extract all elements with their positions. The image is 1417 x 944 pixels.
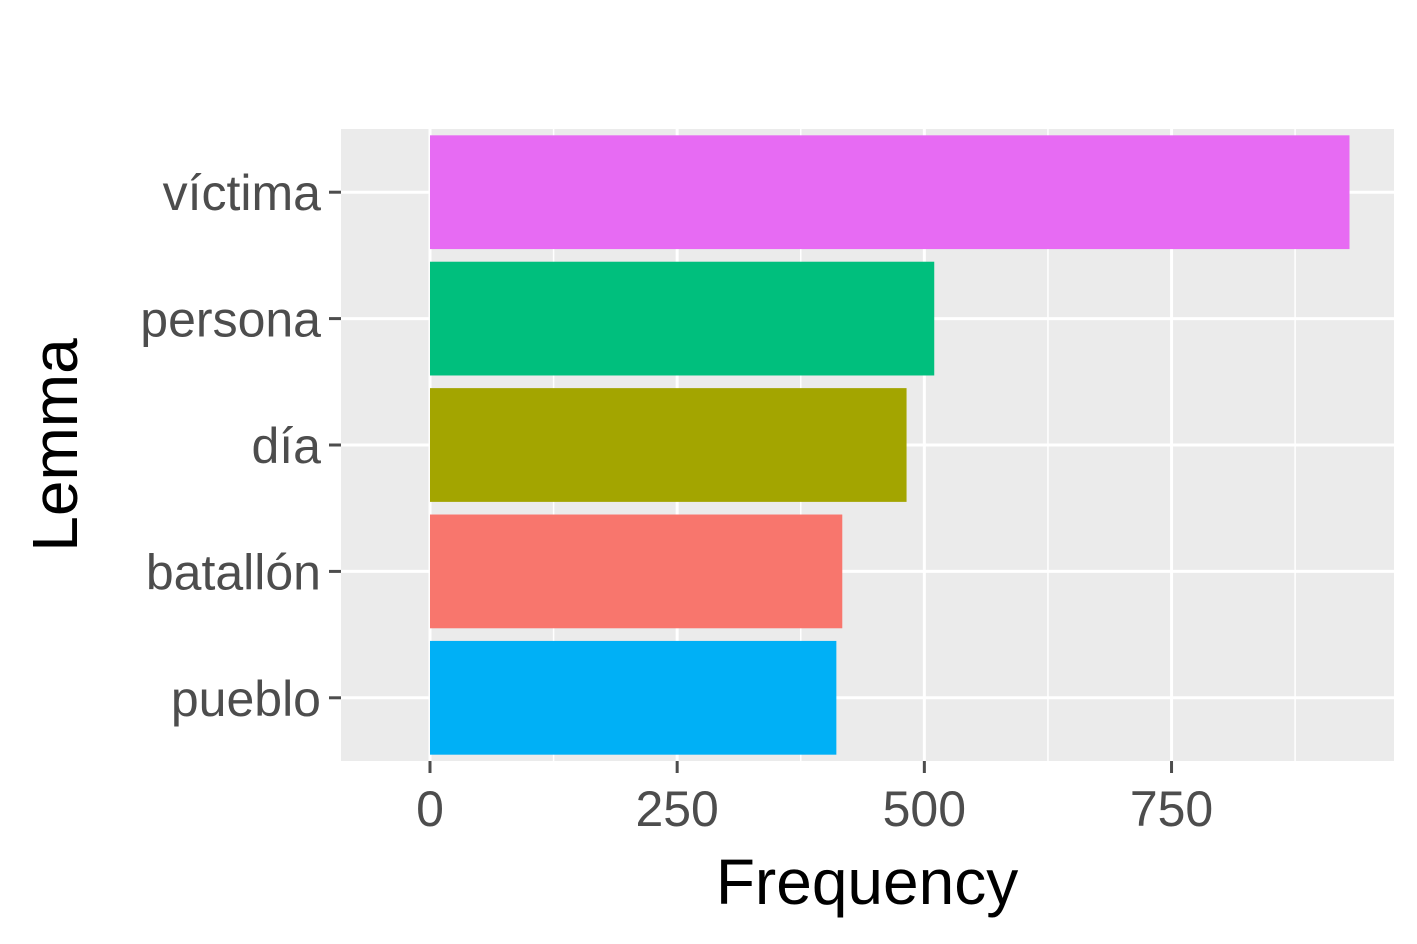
bars-group — [429, 135, 1350, 755]
x-tick-label: 250 — [635, 781, 718, 837]
x-tick-label: 500 — [883, 781, 966, 837]
x-axis-title: Frequency — [716, 846, 1018, 918]
bar-3 — [429, 514, 843, 629]
y-tick-label: persona — [140, 292, 321, 348]
y-tick-label: pueblo — [171, 671, 321, 727]
x-tick-label: 750 — [1130, 781, 1213, 837]
bar-0 — [429, 135, 1350, 250]
y-axis-title: Lemma — [19, 338, 91, 552]
y-tick-label: batallón — [146, 544, 321, 600]
x-axis: 0 250 500 750 — [416, 761, 1213, 837]
bar-4 — [429, 640, 837, 755]
x-tick-label: 0 — [416, 781, 444, 837]
y-tick-label: víctima — [163, 165, 322, 221]
y-axis: víctima persona día batallón pueblo — [140, 165, 341, 727]
bar-2 — [429, 388, 907, 502]
bar-1 — [429, 261, 935, 376]
y-tick-label: día — [251, 418, 321, 474]
